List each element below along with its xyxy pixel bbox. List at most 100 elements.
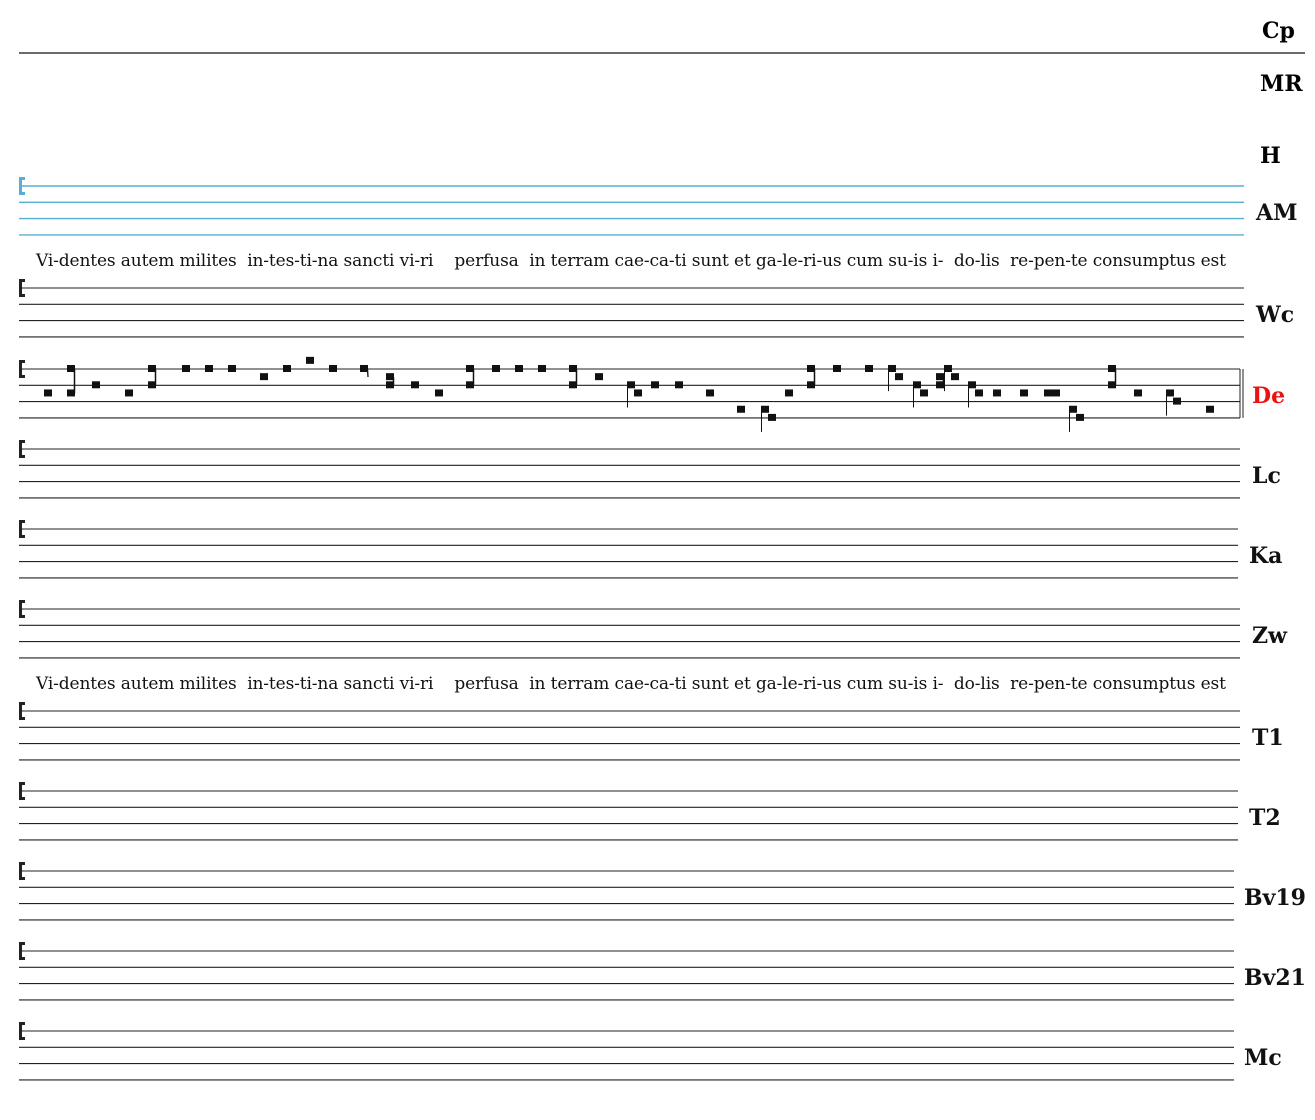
neume-pes[interactable]: [569, 365, 578, 389]
label-h[interactable]: H: [1260, 143, 1281, 169]
staff-label[interactable]: T1: [1252, 725, 1284, 751]
neume-note: [1076, 413, 1084, 421]
neume-pes[interactable]: [466, 365, 475, 389]
neume-note: [1108, 381, 1116, 389]
staff-label[interactable]: De: [1252, 383, 1285, 409]
neume-pes[interactable]: [1108, 365, 1117, 389]
staff-bv21[interactable]: Bv21: [19, 942, 1306, 1001]
neume-punctum[interactable]: [515, 365, 523, 372]
neume-punctum[interactable]: [260, 373, 268, 381]
neume-punctum[interactable]: [411, 381, 419, 389]
label-mr[interactable]: MR: [1260, 71, 1303, 97]
neume-pes[interactable]: [936, 373, 945, 389]
neume-punctum[interactable]: [1044, 389, 1052, 397]
neume-note: [67, 389, 75, 397]
staff-wc[interactable]: Wc: [19, 279, 1294, 338]
neume-punctum[interactable]: [92, 381, 100, 389]
neume-punctum[interactable]: [595, 373, 603, 381]
c-clef-icon: [19, 440, 25, 458]
staff-label[interactable]: Ka: [1249, 543, 1282, 569]
neume-punctum[interactable]: [44, 389, 52, 397]
neume-note: [466, 365, 474, 372]
staff-label[interactable]: AM: [1255, 200, 1297, 226]
neume-clivis[interactable]: [968, 381, 983, 408]
neume-clivis[interactable]: [913, 381, 928, 408]
neume-clivis[interactable]: [1166, 389, 1181, 416]
neume-clivis[interactable]: [944, 365, 959, 392]
neume-punctum[interactable]: [492, 365, 500, 372]
neume-punctum[interactable]: [228, 365, 236, 372]
neume-note: [92, 381, 100, 389]
neume-pes[interactable]: [807, 365, 816, 389]
neume-note: [411, 381, 419, 389]
neume-pes[interactable]: [148, 365, 157, 389]
neume-note: [538, 365, 546, 372]
staff-label[interactable]: Zw: [1252, 623, 1288, 649]
staff-label[interactable]: Lc: [1252, 463, 1281, 489]
neume-note: [993, 389, 1001, 397]
neume-note: [807, 381, 815, 389]
staff-mc[interactable]: Mc: [19, 1022, 1282, 1081]
staff-ka[interactable]: Ka: [19, 520, 1282, 579]
neume-clivis[interactable]: [761, 405, 776, 432]
neume-note: [936, 373, 944, 381]
neume-punctum[interactable]: [1134, 389, 1142, 397]
neume-note: [435, 389, 443, 397]
neume-note: [329, 365, 337, 372]
neume-note: [306, 356, 314, 364]
neume-note: [1044, 389, 1052, 397]
neume-punctum[interactable]: [706, 389, 714, 397]
neume-punctum[interactable]: [833, 365, 841, 372]
c-clef-icon: [19, 702, 25, 720]
neume-pes[interactable]: [67, 365, 76, 397]
staff-t1[interactable]: T1: [19, 702, 1284, 761]
neume-punctum[interactable]: [538, 365, 546, 372]
neume-note: [968, 381, 976, 389]
neume-punctum[interactable]: [993, 389, 1001, 397]
neume-liquescent[interactable]: [360, 365, 369, 378]
c-clef-icon: [19, 862, 25, 880]
neume-note: [125, 389, 133, 397]
staff-label[interactable]: Mc: [1244, 1045, 1282, 1071]
neume-note: [920, 389, 928, 397]
neume-note: [975, 389, 983, 397]
neume-punctum[interactable]: [1020, 389, 1028, 397]
neume-punctum[interactable]: [737, 405, 745, 413]
staff-t2[interactable]: T2: [19, 782, 1281, 841]
c-clef-icon: [19, 520, 25, 538]
neume-punctum[interactable]: [306, 356, 314, 364]
neume-punctum[interactable]: [785, 389, 793, 397]
staff-zw[interactable]: Zw: [19, 600, 1288, 659]
staff-bv19[interactable]: Bv19: [19, 862, 1306, 921]
neume-punctum[interactable]: [205, 365, 213, 372]
neume-punctum[interactable]: [675, 381, 683, 389]
neume-punctum[interactable]: [125, 389, 133, 397]
neume-punctum[interactable]: [865, 365, 873, 372]
staff-am[interactable]: AM: [19, 177, 1297, 236]
neume-punctum[interactable]: [1052, 389, 1060, 397]
neume-note: [627, 381, 635, 389]
neume-note: [1134, 389, 1142, 397]
neume-note: [569, 365, 577, 372]
neume-punctum[interactable]: [1206, 405, 1214, 413]
neume-clivis[interactable]: [627, 381, 642, 408]
neume-punctum[interactable]: [435, 389, 443, 397]
staff-label[interactable]: Bv19: [1244, 885, 1306, 911]
neume-punctum[interactable]: [182, 365, 190, 372]
neume-punctum[interactable]: [283, 365, 291, 372]
label-cp[interactable]: Cp: [1262, 18, 1295, 44]
neume-note: [951, 373, 959, 381]
neume-note: [283, 365, 291, 372]
neume-clivis[interactable]: [1069, 405, 1084, 432]
staff-label[interactable]: Wc: [1255, 302, 1294, 328]
neume-note: [466, 381, 474, 389]
neume-pes[interactable]: [386, 373, 395, 389]
neume-punctum[interactable]: [329, 365, 337, 372]
c-clef-icon: [19, 782, 25, 800]
staff-label[interactable]: Bv21: [1244, 965, 1306, 991]
neume-punctum[interactable]: [651, 381, 659, 389]
neume-note: [1020, 389, 1028, 397]
neume-clivis[interactable]: [888, 365, 903, 392]
staff-lc[interactable]: Lc: [19, 440, 1281, 499]
staff-label[interactable]: T2: [1249, 805, 1281, 831]
